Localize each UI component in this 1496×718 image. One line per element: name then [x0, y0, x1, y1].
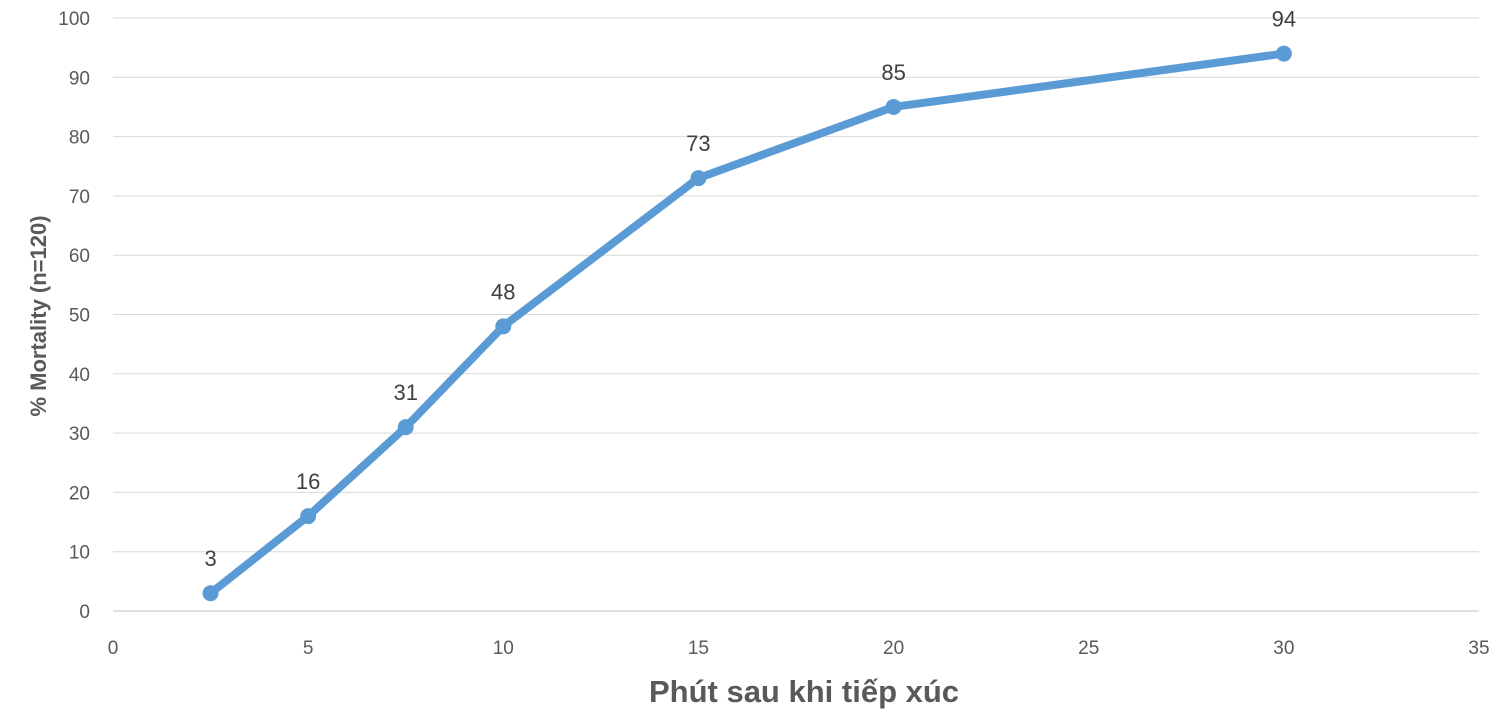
- y-tick-label-50: 50: [69, 306, 90, 327]
- y-tick-label-30: 30: [69, 424, 90, 445]
- x-tick-label-35: 35: [1468, 638, 1489, 659]
- y-tick-label-40: 40: [69, 365, 90, 386]
- y-tick-label-0: 0: [79, 602, 90, 623]
- data-point-10: [495, 318, 512, 335]
- y-tick-label-90: 90: [69, 68, 90, 89]
- x-tick-label-15: 15: [688, 638, 709, 659]
- data-label-10: 48: [491, 279, 515, 304]
- y-tick-label-80: 80: [69, 128, 90, 149]
- y-tick-label-20: 20: [69, 483, 90, 504]
- tick-labels: 0 10 20 30 40 50 60 70 80 90 100 0 5 10 15 20 25 30 35: [58, 9, 1489, 659]
- data-label-2.5: 3: [204, 546, 216, 571]
- x-tick-label-0: 0: [108, 638, 119, 659]
- data-labels: 3 16 31 48 73 85 94: [204, 7, 1296, 572]
- y-tick-label-70: 70: [69, 187, 90, 208]
- x-tick-label-30: 30: [1273, 638, 1294, 659]
- data-point-2.5: [202, 585, 219, 602]
- data-label-5: 16: [296, 469, 320, 494]
- data-label-20: 85: [881, 60, 905, 85]
- x-tick-label-25: 25: [1078, 638, 1099, 659]
- data-point-20: [885, 98, 902, 115]
- x-tick-label-10: 10: [493, 638, 514, 659]
- x-tick-label-20: 20: [883, 638, 904, 659]
- data-label-7.5: 31: [393, 380, 417, 405]
- y-tick-label-60: 60: [69, 246, 90, 267]
- data-point-30: [1275, 45, 1292, 62]
- series: [202, 45, 1292, 602]
- gridlines: [113, 17, 1479, 553]
- data-point-15: [690, 170, 707, 187]
- data-label-15: 73: [686, 131, 710, 156]
- data-point-7.5: [397, 419, 414, 436]
- x-tick-label-5: 5: [303, 638, 314, 659]
- x-axis-title: Phút sau khi tiếp xúc: [649, 674, 959, 709]
- data-label-30: 94: [1272, 7, 1296, 32]
- series-line-0: [206, 49, 1288, 598]
- y-tick-label-10: 10: [69, 543, 90, 564]
- y-axis-title: % Mortality (n=120): [26, 215, 51, 416]
- y-tick-label-100: 100: [58, 9, 90, 30]
- data-point-5: [300, 508, 317, 525]
